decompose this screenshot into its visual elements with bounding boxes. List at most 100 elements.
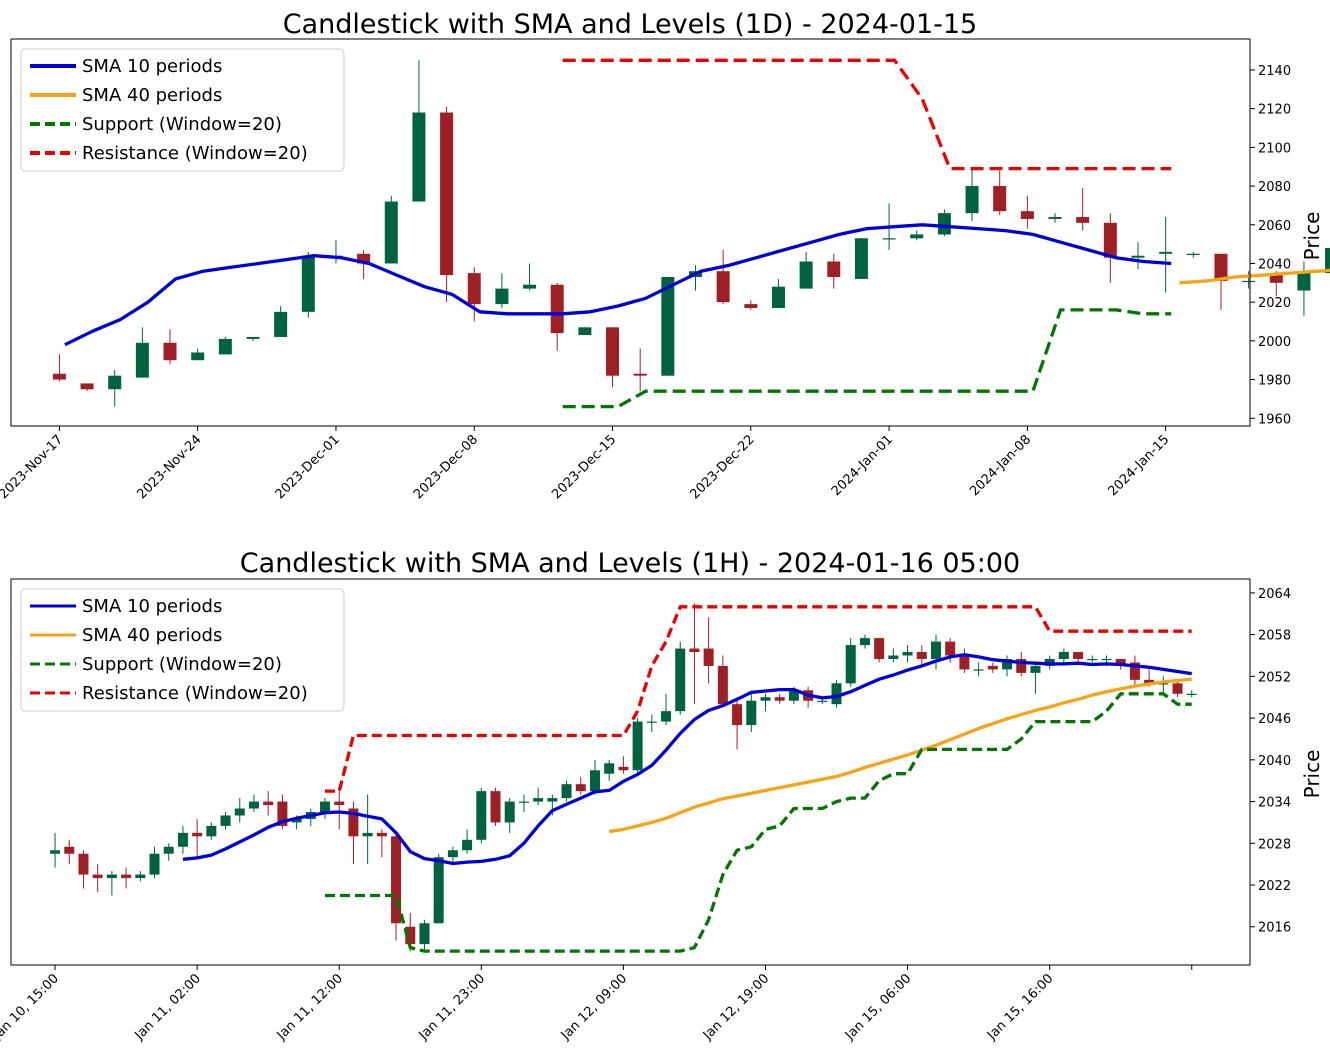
candle-body — [937, 213, 951, 235]
y-tick-label: 2028 — [1258, 837, 1291, 852]
legend-label: SMA 10 periods — [82, 596, 222, 617]
series-line — [182, 653, 1192, 866]
candle-body — [774, 697, 785, 701]
series-line — [325, 692, 1192, 953]
candle-body — [675, 648, 686, 712]
candle-body — [206, 825, 217, 837]
x-tick-label: 2023-Dec-15 — [549, 432, 619, 502]
candle-body — [703, 648, 714, 666]
x-tick-label: Jan 11, 12:00 — [274, 971, 346, 1043]
candle-body — [1297, 273, 1311, 291]
plot-frame — [10, 578, 1251, 966]
candle-body — [1103, 222, 1117, 258]
x-tick-label: 2023-Nov-24 — [134, 432, 204, 502]
candle-body — [135, 874, 146, 879]
candle-body — [523, 284, 537, 289]
y-tick-label: 2080 — [1258, 180, 1291, 195]
series-line — [562, 308, 1172, 409]
candle-body — [106, 874, 117, 879]
x-tick-label: 2023-Dec-22 — [688, 432, 758, 502]
candle-body — [874, 638, 885, 659]
candle-body — [716, 271, 730, 303]
chart-title: Candlestick with SMA and Levels (1H) - 2… — [240, 548, 1020, 579]
candle-body — [518, 801, 529, 803]
candle-body — [1131, 255, 1145, 258]
candle-body — [362, 832, 373, 837]
candle-body — [1158, 683, 1169, 685]
candle-body — [1030, 665, 1041, 673]
candle-body — [993, 186, 1007, 212]
candle-body — [1101, 658, 1112, 661]
candle-body — [930, 641, 941, 659]
candle-body — [888, 655, 899, 659]
candle-body — [632, 721, 643, 771]
candle-body — [80, 383, 94, 390]
candle-body — [689, 648, 700, 653]
candle-body — [248, 801, 259, 809]
series-line — [64, 223, 1172, 347]
candle-body — [301, 255, 315, 312]
candle-body — [357, 253, 371, 264]
legend-label: Resistance (Window=20) — [82, 143, 308, 164]
y-tick-label: 2020 — [1258, 296, 1291, 311]
candle-body — [149, 853, 160, 875]
x-tick-label: 2023-Dec-01 — [273, 432, 343, 502]
candle-body — [291, 818, 302, 823]
x-tick-label: 2024-Jan-08 — [967, 432, 1034, 499]
candle-body — [788, 690, 799, 701]
candle-body — [1058, 652, 1069, 659]
candle-body — [1048, 217, 1062, 219]
plot-frame — [10, 38, 1251, 427]
candle-body — [334, 801, 345, 806]
y-tick-label: 2046 — [1258, 712, 1291, 727]
candle-body — [987, 665, 998, 670]
candle-body — [845, 645, 856, 684]
candle-body — [1115, 658, 1126, 666]
x-tick-label: 2024-Jan-15 — [1105, 432, 1172, 499]
plot-area-hourly: 2016 2022 2028 2034 2040 2046 2052 2058 2064 Jan … — [0, 578, 1291, 1044]
candle-body — [547, 798, 558, 802]
legend: SMA 10 periods SMA 40 periods Support (Win… — [20, 48, 345, 172]
candle-body — [1214, 253, 1228, 281]
candle-body — [1159, 251, 1173, 254]
candle-body — [447, 850, 458, 858]
y-tick-label: 2040 — [1258, 257, 1291, 272]
candle-body — [550, 284, 564, 334]
series-line — [608, 677, 1192, 834]
candle-body — [78, 853, 89, 875]
candle-body — [64, 846, 75, 854]
candle-body — [717, 665, 728, 705]
x-tick-label: Jan 11, 02:00 — [132, 971, 204, 1043]
y-tick-label: 2034 — [1258, 796, 1291, 811]
candle-body — [1269, 275, 1283, 283]
candle-body — [277, 801, 288, 826]
candle-body — [1002, 658, 1013, 670]
candle-body — [604, 763, 615, 774]
x-tick-label: Jan 15, 16:00 — [984, 971, 1056, 1043]
x-tick-label: 2023-Nov-17 — [0, 432, 66, 502]
legend-label: Support (Window=20) — [82, 114, 282, 135]
candle-body — [121, 874, 132, 879]
candle-body — [910, 234, 924, 239]
candle-body — [192, 832, 203, 837]
candle-body — [108, 375, 122, 390]
candle-body — [1073, 652, 1084, 659]
x-tick-label: 2023-Dec-08 — [411, 432, 481, 502]
y-tick-label: 2140 — [1258, 64, 1291, 79]
y-tick-label: 2016 — [1258, 921, 1291, 936]
chart-title: Candlestick with SMA and Levels (1D) - 2… — [283, 9, 978, 40]
candle-body — [320, 801, 331, 812]
y-tick-label: 2058 — [1258, 629, 1291, 644]
y-tick-label: 1980 — [1258, 374, 1291, 389]
candle-body — [973, 669, 984, 671]
candle-body — [633, 373, 647, 376]
y-tick-label: 2052 — [1258, 670, 1291, 685]
chart-panel-hourly: Candlestick with SMA and Levels (1H) - 2… — [0, 548, 1324, 1044]
x-axis: Jan 10, 15:00 Jan 11, 02:00 Jan 11, 12:00 J… — [0, 965, 1193, 1044]
candle-body — [50, 850, 61, 854]
candle-body — [495, 288, 509, 305]
x-tick-label: Jan 11, 23:00 — [416, 971, 488, 1043]
y-axis-label: Price — [1300, 750, 1324, 799]
series-lines — [64, 58, 1330, 409]
candle-body — [348, 808, 359, 837]
